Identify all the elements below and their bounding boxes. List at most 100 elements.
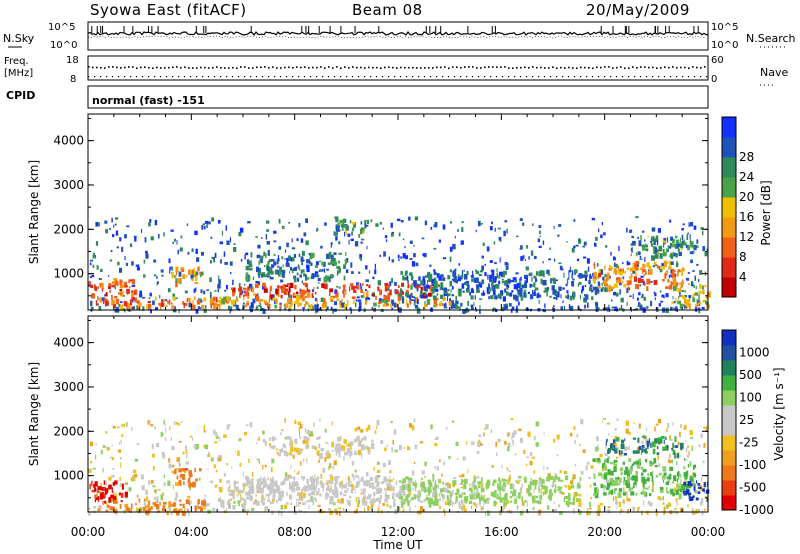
nave-point (424, 76, 426, 78)
heatmap-cell (617, 265, 619, 270)
heatmap-cell (259, 258, 263, 264)
heatmap-cell (633, 262, 636, 268)
heatmap-cell (203, 308, 207, 313)
heatmap-cell (349, 307, 352, 311)
heatmap-cell (635, 492, 638, 496)
heatmap-cell (243, 498, 247, 505)
heatmap-cell (147, 300, 151, 304)
heatmap-cell (298, 486, 301, 491)
heatmap-cell (413, 244, 415, 247)
heatmap-cell (612, 496, 615, 501)
heatmap-cell (627, 262, 631, 265)
heatmap-cell (362, 229, 364, 232)
heatmap-cell (195, 271, 199, 276)
heatmap-cell (311, 445, 316, 449)
heatmap-cell (187, 495, 191, 499)
heatmap-cell (694, 275, 696, 281)
nave-point (442, 76, 444, 78)
heatmap-cell (232, 505, 236, 510)
heatmap-cell (560, 306, 563, 310)
heatmap-cell (685, 447, 688, 453)
heatmap-cell (271, 269, 273, 273)
heatmap-cell (252, 287, 255, 293)
heatmap-cell (512, 492, 514, 496)
heatmap-cell (337, 436, 341, 442)
heatmap-cell (499, 480, 502, 487)
nave-point (502, 76, 504, 78)
heatmap-cell (297, 277, 300, 282)
heatmap-cell (662, 248, 665, 253)
heatmap-cell (424, 476, 426, 478)
heatmap-cell (141, 229, 143, 234)
heatmap-cell (354, 486, 359, 489)
heatmap-cell (320, 447, 324, 452)
nave-point (466, 76, 468, 78)
heatmap-cell (667, 446, 669, 451)
heatmap-cell (500, 236, 502, 242)
heatmap-cell (244, 254, 246, 260)
heatmap-cell (511, 436, 513, 440)
heatmap-cell (597, 508, 601, 513)
heatmap-cell (95, 443, 98, 446)
heatmap-cell (702, 290, 705, 295)
heatmap-cell (88, 468, 92, 473)
freq-point (628, 67, 630, 69)
heatmap-cell (320, 473, 323, 479)
heatmap-cell (466, 289, 469, 293)
heatmap-cell (304, 439, 309, 443)
cpid-label: CPID (6, 89, 35, 102)
heatmap-cell (363, 480, 368, 486)
heatmap-cell (680, 424, 683, 428)
heatmap-cell (133, 469, 137, 473)
heatmap-cell (679, 473, 682, 478)
heatmap-cell (366, 446, 370, 451)
heatmap-cell (672, 238, 675, 243)
heatmap-cell (559, 265, 563, 270)
heatmap-cell (409, 498, 412, 502)
colorbar-tick-label: 100 (739, 391, 762, 405)
heatmap-cell (101, 283, 104, 290)
heatmap-cell (182, 301, 184, 305)
heatmap-cell (537, 238, 540, 243)
heatmap-cell (128, 279, 130, 284)
heatmap-cell (589, 510, 591, 515)
heatmap-cell (288, 452, 292, 455)
freq-point (452, 66, 454, 68)
freq-point (272, 66, 274, 68)
y-tick-label: 1000 (53, 267, 84, 281)
heatmap-cell (270, 294, 273, 300)
heatmap-cell (288, 222, 290, 224)
heatmap-cell (480, 270, 483, 273)
heatmap-cell (344, 259, 347, 265)
heatmap-cell (132, 299, 134, 303)
heatmap-cell (457, 288, 459, 295)
heatmap-cell (663, 506, 666, 512)
heatmap-cell (163, 419, 166, 425)
heatmap-cell (668, 274, 670, 279)
heatmap-cell (393, 498, 396, 501)
heatmap-cell (644, 436, 647, 439)
heatmap-cell (309, 256, 313, 260)
heatmap-cell (598, 283, 601, 286)
heatmap-cell (410, 296, 412, 299)
heatmap-cell (402, 238, 405, 241)
heatmap-cell (306, 293, 311, 298)
heatmap-cell (540, 278, 543, 285)
heatmap-cell (260, 487, 264, 493)
heatmap-cell (92, 293, 95, 299)
heatmap-cell (651, 243, 654, 247)
heatmap-cell (590, 289, 594, 293)
heatmap-cell (353, 298, 355, 304)
heatmap-cell (479, 309, 481, 315)
nave-point (700, 76, 702, 78)
heatmap-cell (674, 452, 676, 459)
freq-point (172, 66, 174, 69)
nave-point (370, 76, 372, 78)
heatmap-cell (115, 217, 119, 220)
heatmap-cell (521, 496, 524, 502)
heatmap-cell (397, 218, 401, 222)
heatmap-cell (616, 506, 618, 510)
heatmap-cell (360, 492, 363, 495)
heatmap-cell (656, 446, 659, 450)
